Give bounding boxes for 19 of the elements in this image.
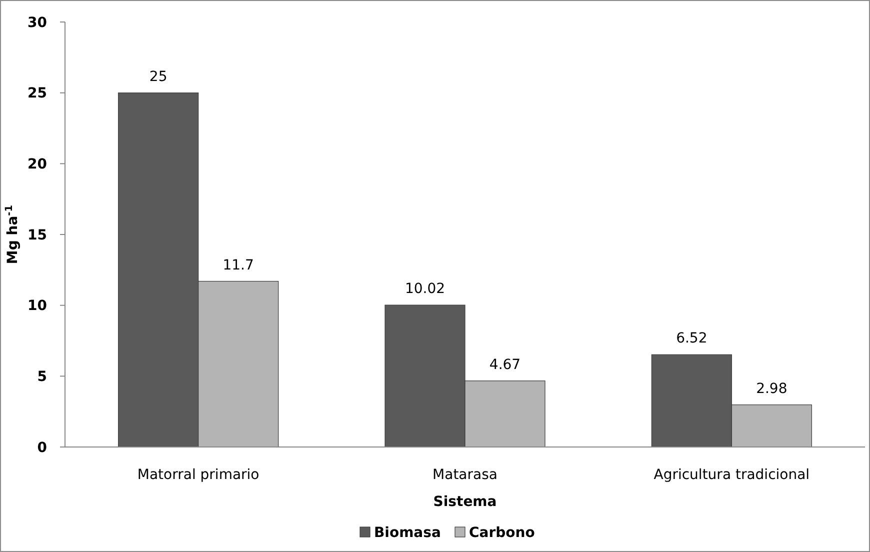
y-tick-label: 30 <box>28 14 48 31</box>
legend-label: Carbono <box>469 524 536 541</box>
legend-label: Biomasa <box>374 524 441 541</box>
y-tick-label: 5 <box>37 369 47 386</box>
y-tick-label: 25 <box>28 86 47 102</box>
data-label: 25 <box>149 68 168 85</box>
data-label: 10.02 <box>404 281 446 298</box>
x-tick-label: Agricultura tradicional <box>654 467 810 483</box>
x-tick-label: Matorral primario <box>137 467 260 483</box>
data-label: 11.7 <box>222 257 254 274</box>
data-label: 4.67 <box>489 356 521 373</box>
y-tick-label: 20 <box>28 156 48 173</box>
y-tick-label: 10 <box>28 298 48 314</box>
x-tick-label: Matarasa <box>432 467 498 483</box>
y-tick-label: 15 <box>28 227 47 244</box>
data-label: 6.52 <box>676 330 708 347</box>
data-label: 2.98 <box>756 380 788 397</box>
x-axis-title: Sistema <box>433 494 497 510</box>
y-tick-label: 0 <box>37 440 48 456</box>
